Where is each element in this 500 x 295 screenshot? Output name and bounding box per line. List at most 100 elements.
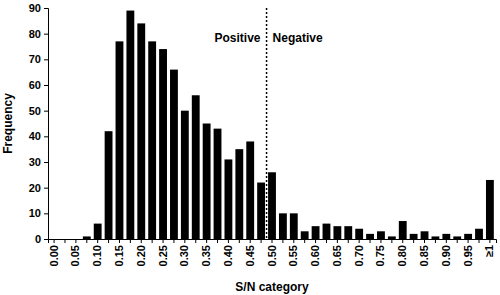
bar <box>344 226 352 239</box>
y-tick: 50 <box>29 105 48 117</box>
x-tick-mark <box>239 239 240 243</box>
x-tick-label: 0.85 <box>418 245 430 266</box>
x-tick <box>391 239 392 243</box>
bar <box>181 111 189 239</box>
bar <box>486 180 494 239</box>
threshold-line <box>266 8 268 239</box>
x-tick <box>370 239 371 243</box>
x-tick <box>413 239 414 243</box>
bar <box>61 239 69 240</box>
bar <box>366 234 374 239</box>
bar <box>442 234 450 239</box>
y-tick: 20 <box>29 182 48 194</box>
bar <box>399 221 407 239</box>
y-tick: 70 <box>29 53 48 65</box>
x-tick-mark <box>228 239 229 243</box>
bar <box>170 70 178 239</box>
x-tick-mark <box>457 239 458 243</box>
bar <box>50 239 58 240</box>
y-tick-label: 10 <box>29 207 41 219</box>
x-tick: 0.25 <box>157 239 169 266</box>
y-tick: 60 <box>29 79 48 91</box>
x-tick-mark <box>261 239 262 243</box>
x-tick-mark <box>380 239 381 243</box>
y-tick-mark <box>44 213 48 214</box>
bar <box>464 234 472 239</box>
y-tick-mark <box>44 188 48 189</box>
bar <box>159 49 167 239</box>
x-tick-mark <box>402 239 403 243</box>
y-tick-mark <box>44 111 48 112</box>
x-tick-mark <box>370 239 371 243</box>
x-tick: 0.85 <box>418 239 430 266</box>
x-axis-line <box>49 240 497 244</box>
x-tick-mark <box>173 239 174 243</box>
y-tick-mark <box>44 162 48 163</box>
x-tick: 0.35 <box>200 239 212 266</box>
x-tick: 0.55 <box>287 239 299 266</box>
x-tick-mark <box>304 239 305 243</box>
x-tick: 0.15 <box>113 239 125 266</box>
x-tick-mark <box>119 239 120 243</box>
annotation: Negative <box>273 31 323 45</box>
x-tick-mark <box>359 239 360 243</box>
x-tick-mark <box>272 239 273 243</box>
bar <box>453 236 461 239</box>
x-tick-mark <box>141 239 142 243</box>
chart: 01020304050607080900.000.050.100.150.200… <box>0 0 500 295</box>
x-tick-mark <box>250 239 251 243</box>
x-tick <box>435 239 436 243</box>
x-tick-label: 0.35 <box>200 245 212 266</box>
y-tick-label: 40 <box>29 130 41 142</box>
y-tick-label: 30 <box>29 156 41 168</box>
x-tick-label: 0.25 <box>157 245 169 266</box>
bar <box>137 23 145 239</box>
bar <box>475 229 483 239</box>
bar <box>72 239 80 240</box>
x-tick-label: 0.15 <box>113 245 125 266</box>
x-tick-label: 0.95 <box>462 245 474 266</box>
x-tick: 0.60 <box>309 239 321 266</box>
bar <box>94 224 102 239</box>
x-tick-mark <box>424 239 425 243</box>
bar <box>388 236 396 239</box>
y-tick-mark <box>44 85 48 86</box>
x-tick-mark <box>315 239 316 243</box>
y-tick-mark <box>44 136 48 137</box>
x-tick-mark <box>64 239 65 243</box>
y-tick: 90 <box>29 2 48 14</box>
x-tick: 0.95 <box>462 239 474 266</box>
y-tick: 10 <box>29 207 48 219</box>
bar <box>333 226 341 239</box>
x-tick-mark <box>446 239 447 243</box>
bar <box>126 11 134 239</box>
bar <box>432 236 440 239</box>
x-tick-mark <box>54 239 55 243</box>
x-tick-mark <box>479 239 480 243</box>
x-tick: 0.70 <box>353 239 365 266</box>
bar <box>268 172 276 239</box>
x-tick <box>152 239 153 243</box>
x-tick-label: 0.90 <box>440 245 452 266</box>
bar <box>279 213 287 239</box>
x-tick-label: 0.70 <box>353 245 365 266</box>
x-tick: 0.20 <box>135 239 147 266</box>
bar <box>312 226 320 239</box>
x-tick-mark <box>163 239 164 243</box>
y-tick-label: 50 <box>29 105 41 117</box>
y-axis-line <box>44 9 49 240</box>
x-tick: 0.65 <box>331 239 343 266</box>
x-tick-mark <box>206 239 207 243</box>
x-tick <box>108 239 109 243</box>
y-tick: 0 <box>35 233 48 245</box>
x-tick <box>348 239 349 243</box>
x-tick-mark <box>435 239 436 243</box>
x-tick <box>479 239 480 243</box>
y-tick-label: 70 <box>29 53 41 65</box>
bar <box>235 149 243 239</box>
bar <box>323 224 331 239</box>
x-tick-mark <box>108 239 109 243</box>
x-tick: 0.80 <box>396 239 408 266</box>
x-tick-label: 0.30 <box>178 245 190 266</box>
x-tick-mark <box>282 239 283 243</box>
